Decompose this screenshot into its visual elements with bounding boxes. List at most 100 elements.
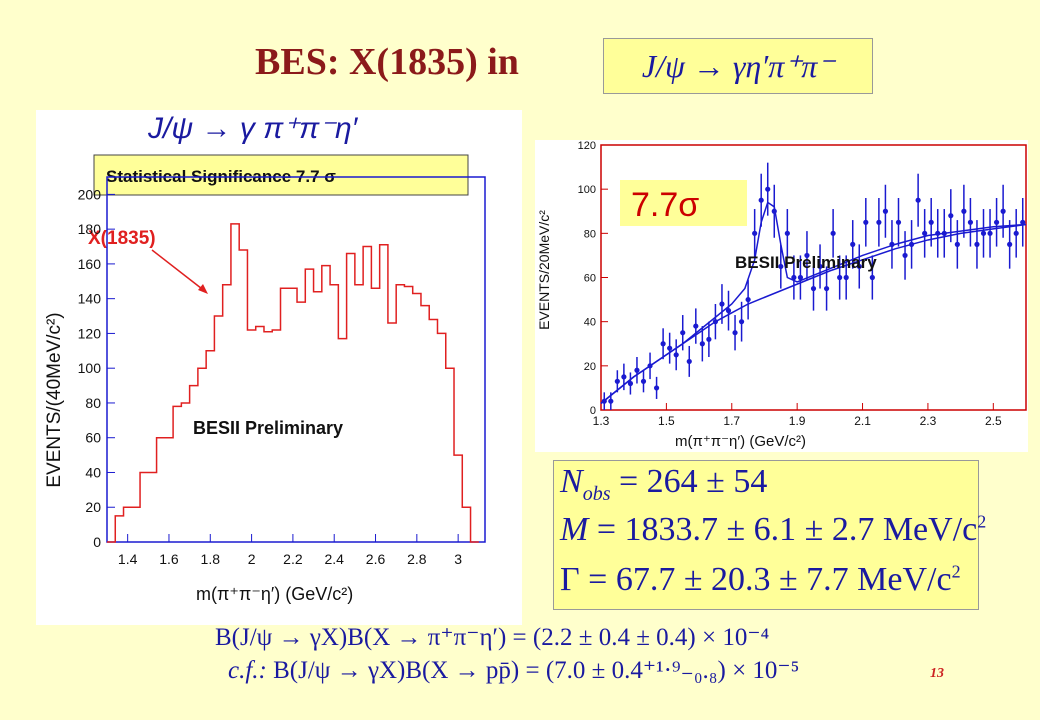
data-point — [653, 385, 660, 391]
right-fit-panel: EVENTS/20MeV/c² m(π⁺π⁻η′) (GeV/c²) 0 20 40… — [535, 140, 1028, 452]
data-point — [967, 219, 974, 225]
right-x-tick-label: 2.5 — [985, 414, 1002, 428]
n-obs-value: = 264 ± 54 — [618, 463, 768, 500]
data-point — [823, 285, 830, 292]
left-x-tick-label: 2.6 — [366, 551, 386, 567]
data-point — [1020, 219, 1026, 225]
right-x-tick-label: 1.7 — [723, 414, 740, 428]
data-point — [693, 323, 699, 329]
data-point — [895, 219, 902, 225]
data-point — [804, 252, 810, 259]
page-number: 13 — [930, 666, 944, 681]
data-point — [876, 219, 882, 225]
left-x-tick-label: 1.6 — [159, 551, 179, 567]
data-point — [863, 219, 869, 225]
left-histogram-svg: J/ψ → γ π⁺π⁻η′ Statistical Significance … — [44, 112, 486, 604]
width-unit-superscript: 2 — [951, 561, 961, 582]
right-significance-label: 7.7σ — [631, 186, 699, 224]
data-point — [758, 197, 764, 203]
right-fit-svg: EVENTS/20MeV/c² m(π⁺π⁻η′) (GeV/c²) 0 20 40… — [536, 140, 1027, 450]
data-point — [856, 263, 862, 270]
data-point — [752, 230, 758, 236]
data-point — [621, 374, 627, 380]
right-x-tick-label: 2.1 — [854, 414, 871, 428]
right-y-tick-label: 0 — [590, 405, 596, 417]
histogram-line — [107, 223, 479, 543]
data-point — [948, 213, 954, 219]
data-point — [1007, 241, 1013, 247]
right-significance-box — [620, 180, 747, 226]
data-point — [980, 230, 987, 236]
data-point — [810, 285, 817, 292]
right-y-tick-label: 100 — [578, 184, 596, 196]
data-point — [680, 330, 686, 336]
left-y-tick-label: 100 — [78, 360, 102, 376]
mass-value: = 1833.7 ± 6.1 ± 2.7 MeV/c — [596, 511, 978, 548]
branching-ratio-line-2: c.f.: B(J/ψ → γX)B(X → pp̄) = (7.0 ± 0.4… — [228, 655, 799, 685]
data-point — [817, 263, 823, 270]
data-point — [778, 263, 784, 270]
left-plot-frame — [106, 176, 486, 543]
right-data-points — [601, 162, 1026, 410]
left-y-tick-label: 80 — [85, 395, 101, 411]
left-y-tick-label: 120 — [78, 325, 102, 341]
left-y-tick-label: 0 — [93, 534, 101, 550]
data-point — [627, 380, 634, 387]
data-point — [608, 398, 614, 404]
data-point — [993, 219, 1000, 225]
data-point — [922, 230, 928, 236]
right-x-tick-label: 1.3 — [593, 414, 610, 428]
left-preliminary-label: BESII Preliminary — [193, 418, 343, 438]
data-point — [765, 186, 771, 192]
result-width: Γ = 67.7 ± 20.3 ± 7.7 MeV/c2 — [560, 561, 961, 599]
peak-arrow-head — [198, 284, 208, 294]
left-tick-group: 0 20 40 60 80 100 120 140 160 180 200 1.4 1.6 1.8 2 2.2… — [78, 186, 463, 567]
right-preliminary-label: BESII Preliminary — [735, 253, 877, 272]
left-y-tick-label: 20 — [85, 499, 101, 515]
branching-ratio-line-1: B(J/ψ → γX)B(X → π⁺π⁻η′) = (2.2 ± 0.4 ± … — [215, 624, 770, 651]
right-plot-frame — [600, 144, 1027, 411]
data-point — [614, 378, 620, 384]
data-point — [928, 219, 934, 225]
data-point — [640, 378, 647, 384]
data-point — [974, 241, 980, 247]
width-value: = 67.7 ± 20.3 ± 7.7 MeV/c — [588, 561, 952, 598]
data-point — [850, 241, 856, 247]
width-symbol: Γ — [560, 561, 580, 598]
data-point — [784, 230, 790, 236]
data-point — [987, 230, 993, 236]
data-point — [961, 208, 967, 214]
left-x-tick-label: 2.8 — [407, 551, 427, 567]
data-point — [660, 341, 666, 347]
data-point — [745, 296, 751, 303]
data-point — [725, 308, 732, 314]
right-y-tick-label: 20 — [584, 361, 596, 373]
left-x-tick-label: 2.2 — [283, 551, 303, 567]
left-y-tick-label: 180 — [78, 221, 102, 237]
mass-unit-superscript: 2 — [977, 511, 987, 532]
significance-box — [93, 154, 469, 196]
data-point — [1000, 208, 1006, 214]
slide-title: BES: X(1835) in — [255, 41, 519, 83]
cf-equation: B(J/ψ → γX)B(X → pp̄) = (7.0 ± 0.4⁺¹·⁹₋₀… — [273, 657, 800, 684]
left-x-tick-label: 1.4 — [118, 551, 138, 567]
data-point — [673, 352, 679, 358]
left-x-tick-label: 2.4 — [324, 551, 344, 567]
data-point — [797, 274, 804, 281]
right-x-axis-label: m(π⁺π⁻η′) (GeV/c²) — [675, 433, 806, 450]
left-x-axis-label: m(π⁺π⁻η′) (GeV/c²) — [196, 584, 353, 604]
left-y-tick-label: 60 — [85, 430, 101, 446]
right-y-tick-label: 80 — [584, 228, 596, 240]
right-x-tick-label: 1.9 — [789, 414, 806, 428]
right-y-axis-label: EVENTS/20MeV/c² — [536, 210, 552, 330]
data-point — [699, 341, 705, 347]
data-point — [738, 319, 745, 325]
left-histogram-panel: J/ψ → γ π⁺π⁻η′ Statistical Significance … — [36, 110, 522, 625]
data-point — [706, 336, 712, 342]
cf-prefix: c.f.: — [228, 657, 267, 684]
left-y-tick-label: 40 — [85, 464, 101, 480]
result-n-obs: Nobs = 264 ± 54 — [560, 463, 767, 506]
data-point — [686, 358, 692, 365]
left-y-tick-label: 140 — [78, 291, 102, 307]
right-y-tick-label: 40 — [584, 317, 596, 329]
